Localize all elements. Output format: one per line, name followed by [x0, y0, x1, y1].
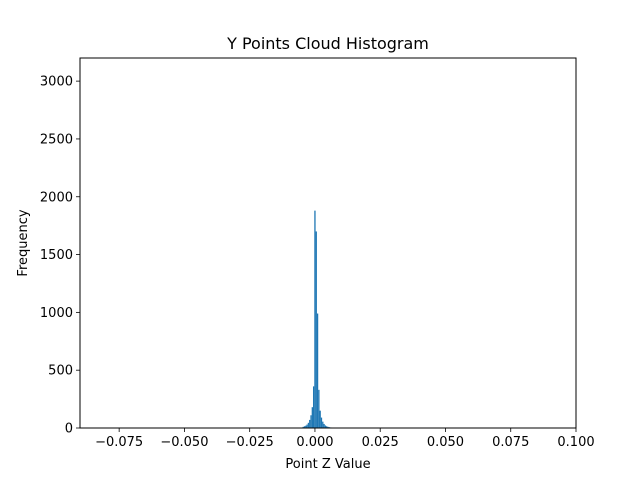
- y-tick-label: 2000: [40, 190, 73, 205]
- histogram-bar: [309, 420, 310, 428]
- x-tick-label: −0.050: [160, 435, 208, 450]
- y-tick-label: 1000: [40, 306, 73, 321]
- chart-title: Y Points Cloud Histogram: [226, 34, 429, 53]
- y-tick-label: 0: [65, 422, 73, 437]
- y-axis-label: Frequency: [16, 209, 31, 276]
- y-tick-label: 3000: [40, 75, 73, 90]
- y-tick-label: 2500: [40, 132, 73, 147]
- x-tick-label: 0.075: [492, 435, 529, 450]
- x-tick-label: −0.025: [226, 435, 274, 450]
- histogram-bar: [323, 424, 324, 428]
- x-tick-label: −0.075: [95, 435, 143, 450]
- histogram-bar: [321, 418, 322, 428]
- x-axis-label: Point Z Value: [285, 457, 370, 472]
- y-tick-label: 500: [48, 364, 73, 379]
- histogram-bar: [322, 422, 323, 428]
- histogram-bar: [310, 415, 311, 428]
- histogram-bar: [317, 314, 318, 428]
- y-tick-label: 1500: [40, 248, 73, 263]
- x-tick-label: 0.000: [296, 435, 333, 450]
- histogram-bar: [308, 423, 309, 428]
- x-tick-label: 0.100: [557, 435, 594, 450]
- histogram-bar: [306, 425, 307, 428]
- histogram-bar: [320, 411, 321, 428]
- histogram-bar: [316, 231, 317, 428]
- histogram-bar: [312, 407, 313, 428]
- histogram-bar: [318, 390, 319, 428]
- x-tick-label: 0.025: [362, 435, 399, 450]
- x-tick-label: 0.050: [427, 435, 464, 450]
- histogram-bar: [314, 211, 315, 428]
- histogram-bar: [313, 386, 314, 428]
